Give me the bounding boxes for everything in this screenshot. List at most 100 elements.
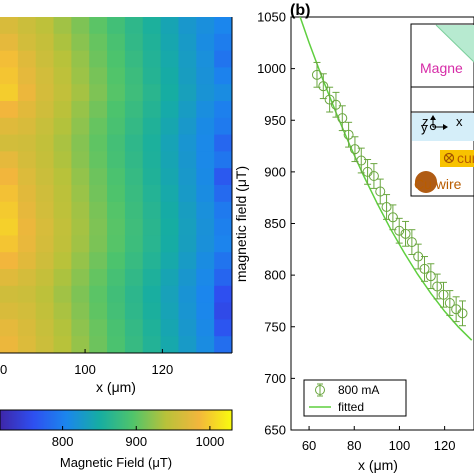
heatmap-cell bbox=[35, 285, 55, 304]
heatmap-cell bbox=[178, 252, 197, 270]
heatmap-cell bbox=[178, 33, 197, 52]
heatmap-cell bbox=[160, 84, 180, 102]
data-markers bbox=[311, 61, 468, 327]
inset-y-label: y bbox=[421, 120, 428, 135]
heatmap-cell bbox=[0, 50, 19, 68]
data-point bbox=[375, 178, 386, 205]
heatmap-cell bbox=[53, 302, 72, 320]
heatmap-cell bbox=[53, 185, 72, 203]
heatmap-cell bbox=[89, 252, 108, 270]
scatter-x-axis-label: x (μm) bbox=[358, 457, 398, 473]
heatmap-cell bbox=[196, 319, 215, 337]
data-point bbox=[438, 281, 449, 308]
heatmap-cell bbox=[124, 134, 144, 152]
heatmap-cell bbox=[107, 134, 126, 152]
inset-current-symbol bbox=[443, 152, 455, 164]
heatmap-cell bbox=[124, 201, 144, 220]
heatmap-cell bbox=[35, 168, 55, 186]
heatmap-cell bbox=[196, 285, 215, 304]
heatmap-cell bbox=[196, 33, 215, 52]
heatmap-cell bbox=[178, 168, 197, 186]
heatmap-cell bbox=[89, 218, 108, 236]
data-point bbox=[368, 163, 379, 189]
data-point bbox=[337, 105, 348, 132]
heatmap-cell bbox=[160, 269, 180, 287]
heatmap-cell bbox=[53, 336, 72, 353]
heatmap-cell bbox=[35, 185, 55, 203]
heatmap-cell bbox=[0, 252, 19, 270]
data-point bbox=[400, 220, 411, 247]
data-point bbox=[381, 194, 392, 220]
heatmap-cell bbox=[178, 67, 197, 85]
heatmap-cell bbox=[71, 50, 90, 68]
heatmap-cell bbox=[107, 67, 126, 85]
heatmap-cell bbox=[89, 134, 108, 152]
heatmap-cell bbox=[53, 84, 72, 102]
heatmap-cell bbox=[124, 336, 144, 353]
heatmap-cell bbox=[196, 134, 215, 152]
heatmap-cell bbox=[124, 235, 144, 253]
heatmap-cell bbox=[71, 319, 90, 337]
heatmap-cell bbox=[53, 50, 72, 68]
heatmap-cell bbox=[214, 319, 232, 337]
scatter-y-tick-label: 950 bbox=[264, 113, 286, 128]
heatmap-cell bbox=[0, 201, 19, 220]
heatmap-cell bbox=[178, 218, 197, 236]
data-point bbox=[330, 91, 341, 118]
heatmap-cell bbox=[17, 168, 37, 186]
heatmap-cell bbox=[214, 50, 232, 68]
heatmap-cell bbox=[35, 134, 55, 152]
heatmap-cell bbox=[35, 252, 55, 270]
heatmap-cell bbox=[142, 33, 162, 52]
heatmap-cell bbox=[0, 185, 19, 203]
heatmap-cell bbox=[142, 134, 162, 152]
heatmap-cell bbox=[89, 50, 108, 68]
heatmap-cell bbox=[89, 84, 108, 102]
heatmap-cell bbox=[142, 269, 162, 287]
heatmap-cell bbox=[196, 17, 215, 35]
heatmap-cell bbox=[0, 84, 19, 102]
heatmap-x-axis-label: x (μm) bbox=[96, 379, 136, 395]
heatmap-cell bbox=[35, 151, 55, 169]
heatmap-x-edge-tick: 0 bbox=[0, 362, 7, 377]
heatmap-cell bbox=[178, 84, 197, 102]
data-point bbox=[318, 73, 329, 100]
scatter-x-tick-label: 100 bbox=[389, 438, 411, 453]
heatmap-cell bbox=[17, 185, 37, 203]
heatmap-cell bbox=[71, 218, 90, 236]
heatmap-cell bbox=[142, 117, 162, 136]
heatmap-cell bbox=[89, 67, 108, 85]
heatmap-cell bbox=[124, 269, 144, 287]
heatmap-cell bbox=[17, 302, 37, 320]
heatmap-cell bbox=[0, 302, 19, 320]
heatmap-cell bbox=[71, 185, 90, 203]
heatmap-cell bbox=[35, 67, 55, 85]
scatter-y-tick-label: 1050 bbox=[257, 10, 286, 25]
heatmap-cell bbox=[124, 50, 144, 68]
heatmap-cell bbox=[196, 151, 215, 169]
heatmap-cell bbox=[35, 50, 55, 68]
heatmap-cell bbox=[71, 151, 90, 169]
heatmap-cell bbox=[178, 319, 197, 337]
heatmap-cell bbox=[142, 101, 162, 119]
heatmap-cell bbox=[35, 336, 55, 353]
scatter-x-tick-label: 120 bbox=[434, 438, 456, 453]
heatmap-cell bbox=[160, 302, 180, 320]
heatmap-cell bbox=[142, 319, 162, 337]
heatmap-cell bbox=[71, 33, 90, 52]
heatmap-cell bbox=[107, 285, 126, 304]
heatmap-cell bbox=[107, 185, 126, 203]
heatmap-cell bbox=[160, 151, 180, 169]
scatter-y-tick-label: 800 bbox=[264, 268, 286, 283]
scatter-y-ticks: 650 700 750 800 850 900 950 1000 1050 bbox=[257, 10, 295, 438]
fitted-line bbox=[299, 17, 473, 341]
heatmap-cell bbox=[0, 235, 19, 253]
scatter-y-axis-label: magnetic field (μT) bbox=[233, 166, 249, 282]
data-point bbox=[432, 273, 443, 300]
heatmap-cell bbox=[35, 201, 55, 220]
heatmap-cell bbox=[196, 185, 215, 203]
heatmap-cell bbox=[178, 151, 197, 169]
heatmap-cell bbox=[178, 101, 197, 119]
heatmap-cell bbox=[89, 285, 108, 304]
heatmap-cell bbox=[214, 201, 232, 220]
